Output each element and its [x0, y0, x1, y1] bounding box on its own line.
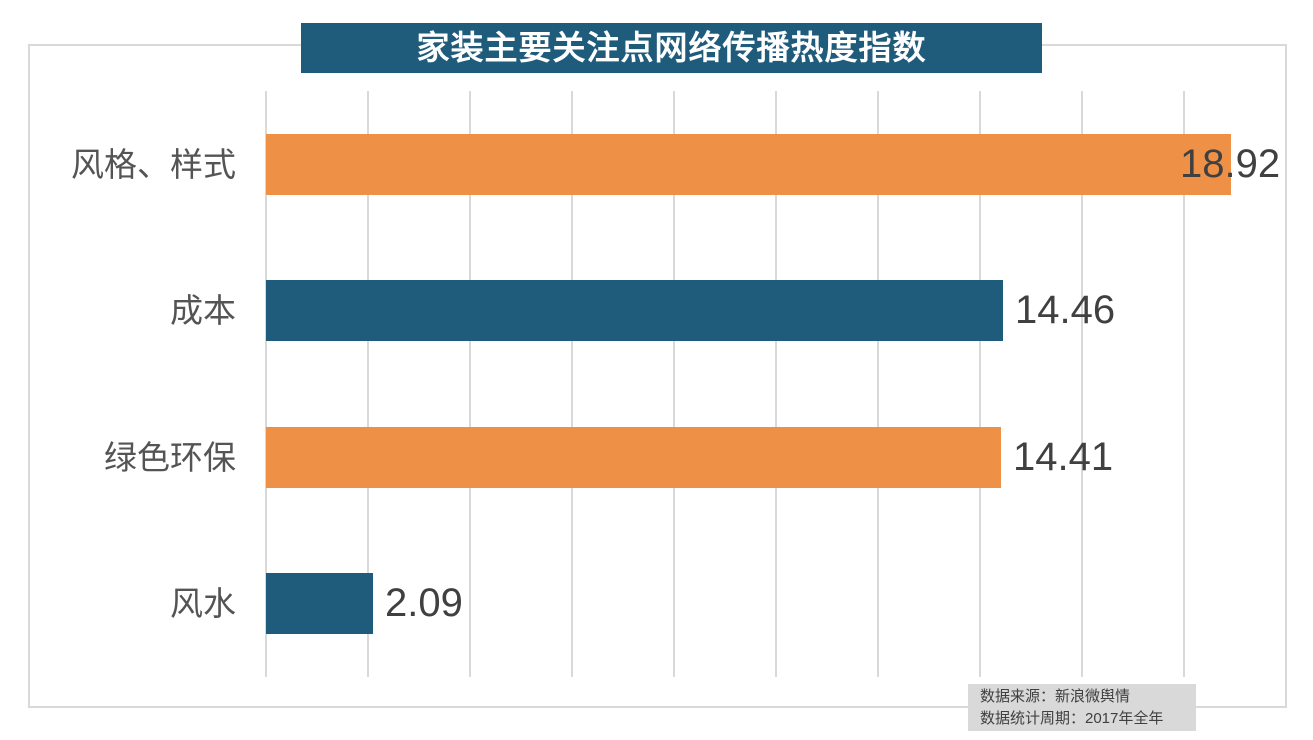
vertical-gridline [1081, 91, 1083, 677]
value-label: 14.41 [1013, 434, 1114, 479]
category-label: 绿色环保 [104, 438, 236, 476]
vertical-gridline [1285, 91, 1287, 677]
value-label: 2.09 [385, 581, 463, 626]
vertical-gridline [673, 91, 675, 677]
plot-area: 18.92 14.46 14.41 2.09 [265, 91, 1287, 677]
source-line-period: 数据统计周期：2017年全年 [980, 710, 1164, 727]
vertical-gridline [775, 91, 777, 677]
value-label: 14.46 [1015, 288, 1116, 333]
bar [266, 133, 1231, 195]
vertical-gridline [571, 91, 573, 677]
chart-title: 家装主要关注点网络传播热度指数 [301, 23, 1042, 73]
vertical-gridline [1183, 91, 1185, 677]
bar [266, 573, 373, 635]
value-label: 18.92 [1180, 141, 1281, 186]
bar [266, 280, 1003, 342]
category-label: 风格、样式 [71, 145, 236, 183]
vertical-gridline [367, 91, 369, 677]
vertical-gridline [265, 91, 267, 677]
source-note: 数据来源：新浪微舆情 数据统计周期：2017年全年 [968, 684, 1196, 731]
category-label: 成本 [170, 292, 236, 330]
category-label: 风水 [170, 585, 236, 623]
bar [266, 426, 1001, 488]
vertical-gridline [979, 91, 981, 677]
vertical-gridline [469, 91, 471, 677]
source-line-origin: 数据来源：新浪微舆情 [980, 688, 1131, 705]
vertical-gridline [877, 91, 879, 677]
